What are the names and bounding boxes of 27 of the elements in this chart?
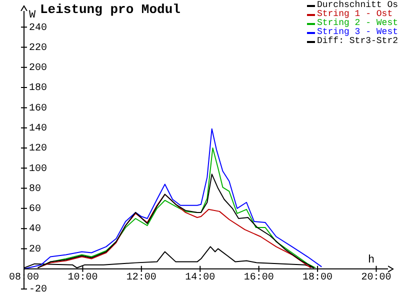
chart-title: Leistung pro Modul (40, 2, 181, 17)
x-tick-label: 16:00 (244, 272, 274, 284)
legend-label: Diff: Str3-Str2 (316, 36, 398, 46)
y-tick-label: 200 (29, 63, 48, 74)
y-tick-label: 240 (29, 22, 48, 34)
y-tick-label: 40 (29, 224, 42, 236)
legend-label: String 3 - West (316, 27, 398, 37)
y-tick-label: 20 (29, 244, 42, 256)
x-tick-label: 14:00 (185, 272, 216, 284)
x-axis-title: h (368, 254, 375, 266)
x-tick-label: 18:00 (302, 272, 333, 284)
x-tick-label: 12:00 (126, 272, 156, 284)
legend-label: String 2 - West (316, 18, 398, 28)
y-tick-label: 120 (29, 144, 48, 155)
y-tick-label: -20 (29, 284, 48, 296)
y-tick-label: 80 (29, 184, 42, 195)
y-tick-label: 160 (29, 103, 48, 114)
y-axis-title: W (29, 9, 36, 22)
x-tick-label: 20:00 (361, 272, 392, 284)
y-tick-label: 220 (29, 42, 48, 54)
x-tick-label: 10:00 (68, 272, 98, 284)
y-tick-label: 140 (29, 123, 48, 134)
legend-label: Durchschnitt Os (316, 0, 398, 10)
y-tick-label: 100 (29, 164, 48, 175)
y-tick-label: 180 (29, 83, 48, 94)
legend-label: String 1 - Ost (316, 9, 393, 19)
y-tick-label: 60 (29, 204, 42, 216)
